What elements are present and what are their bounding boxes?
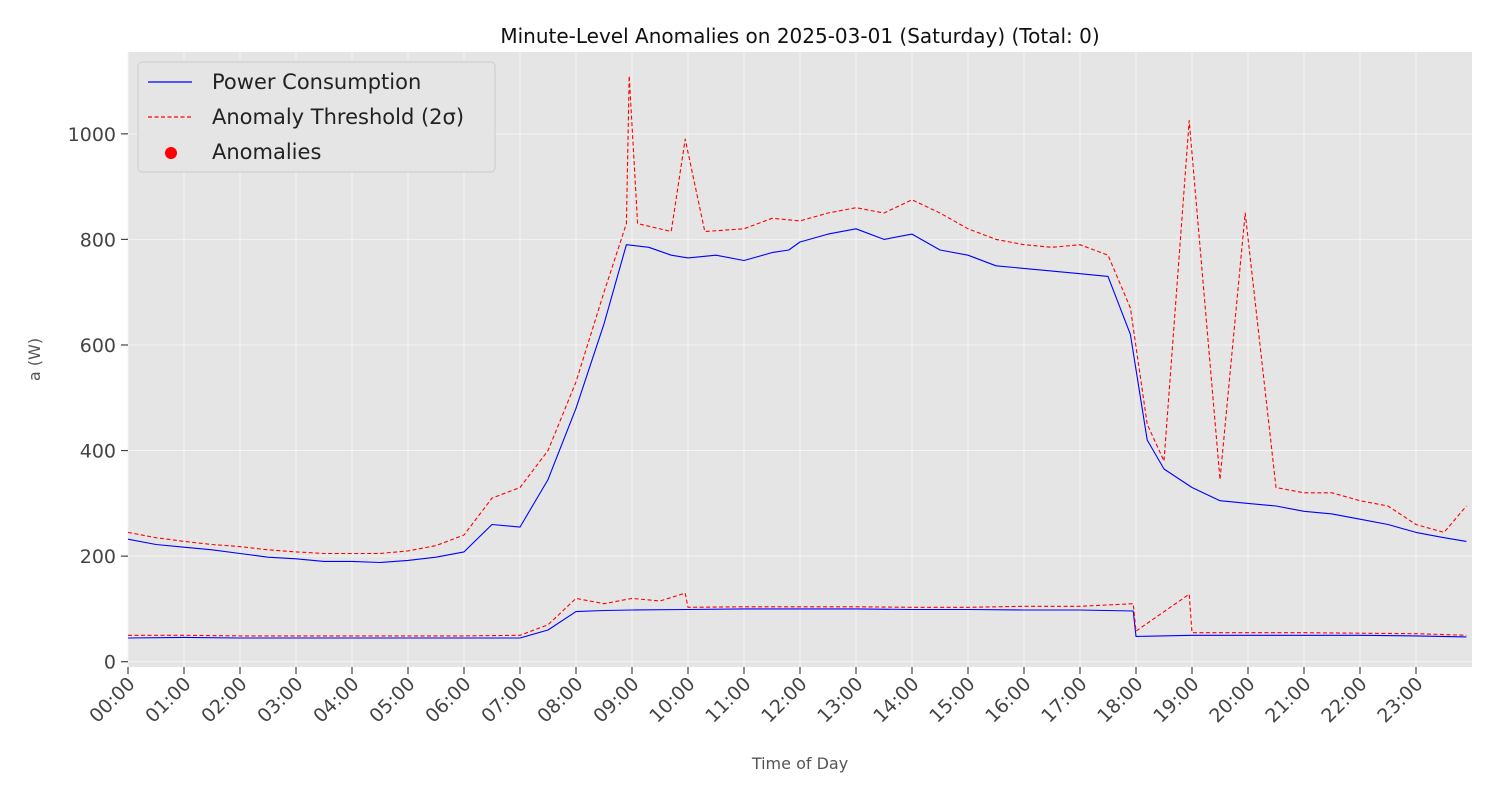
- y-tick-label: 800: [80, 229, 116, 251]
- threshold-line: [128, 592, 1467, 637]
- legend: Power Consumption Anomaly Threshold (2σ)…: [137, 61, 496, 173]
- power-line: [127, 608, 1467, 639]
- legend-label-threshold: Anomaly Threshold (2σ): [212, 105, 464, 129]
- y-tick-label: 600: [80, 335, 116, 357]
- y-axis-label: a (W): [25, 338, 44, 381]
- y-tick-label: 200: [80, 546, 116, 568]
- series-layer: [127, 75, 1467, 639]
- legend-label-power: Power Consumption: [212, 70, 421, 94]
- legend-swatch-anomalies: [165, 147, 177, 159]
- chart-title: Minute-Level Anomalies on 2025-03-01 (Sa…: [500, 24, 1099, 48]
- legend-label-anomalies: Anomalies: [212, 140, 321, 164]
- legend-box: [137, 61, 496, 173]
- y-tick-label: 1000: [68, 124, 116, 146]
- y-tick-label: 0: [104, 652, 116, 674]
- power-line: [127, 228, 1467, 564]
- threshold-line: [127, 75, 1467, 555]
- y-tick-label: 400: [80, 441, 116, 463]
- x-axis-label: Time of Day: [751, 754, 848, 773]
